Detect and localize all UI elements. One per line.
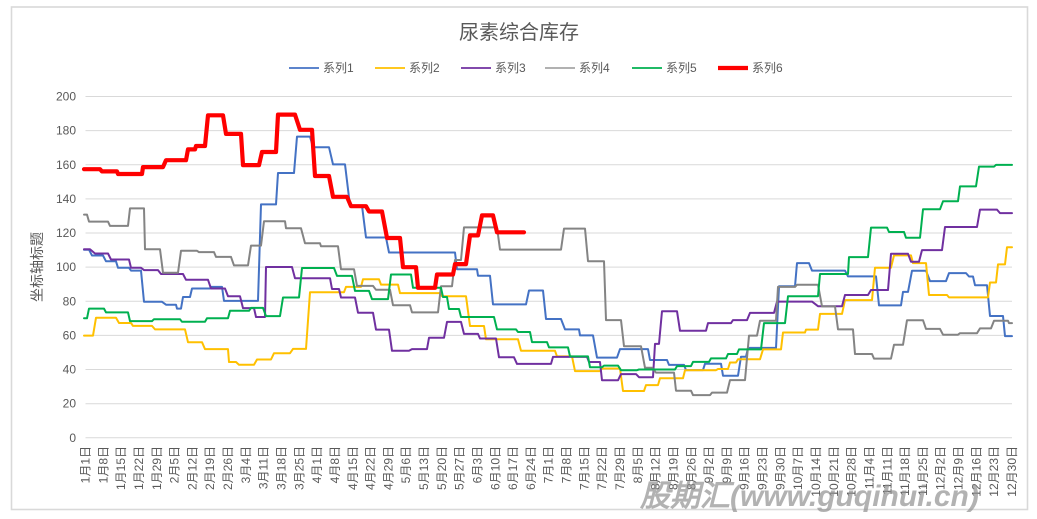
svg-text:5月20日: 5月20日: [435, 446, 449, 490]
svg-text:3月18日: 3月18日: [275, 446, 289, 490]
svg-text:10月21日: 10月21日: [827, 446, 841, 497]
svg-text:2月12日: 2月12日: [185, 446, 199, 490]
svg-text:100: 100: [56, 260, 76, 274]
svg-text:2月19日: 2月19日: [203, 446, 217, 490]
svg-text:11月18日: 11月18日: [898, 446, 912, 496]
svg-text:股期汇(www.guqihui.cn): 股期汇(www.guqihui.cn): [639, 480, 979, 513]
svg-text:5月27日: 5月27日: [453, 446, 467, 490]
svg-text:160: 160: [56, 158, 76, 172]
svg-text:系列5: 系列5: [666, 61, 697, 75]
svg-text:9月16日: 9月16日: [738, 446, 752, 490]
svg-text:7月22日: 7月22日: [595, 446, 609, 490]
svg-text:180: 180: [56, 124, 76, 138]
svg-text:1月8日: 1月8日: [96, 446, 110, 483]
svg-text:1月22日: 1月22日: [132, 446, 146, 490]
svg-text:20: 20: [63, 397, 77, 411]
svg-text:4月29日: 4月29日: [381, 446, 395, 490]
svg-text:2月26日: 2月26日: [221, 446, 235, 490]
svg-text:尿素综合库存: 尿素综合库存: [459, 21, 579, 44]
svg-text:40: 40: [63, 363, 77, 377]
svg-text:6月24日: 6月24日: [524, 446, 538, 490]
svg-text:8月5日: 8月5日: [631, 446, 645, 483]
svg-text:8月26日: 8月26日: [684, 446, 698, 490]
svg-text:10月28日: 10月28日: [845, 446, 859, 497]
svg-text:200: 200: [56, 90, 76, 104]
svg-text:系列6: 系列6: [752, 61, 783, 75]
svg-text:5月6日: 5月6日: [399, 446, 413, 483]
svg-text:3月11日: 3月11日: [257, 446, 271, 489]
svg-text:1月29日: 1月29日: [150, 446, 164, 490]
svg-text:4月22日: 4月22日: [364, 446, 378, 490]
svg-text:9月9日: 9月9日: [720, 446, 734, 483]
svg-text:7月1日: 7月1日: [542, 446, 556, 483]
svg-text:1月1日: 1月1日: [79, 446, 93, 483]
svg-text:10月14日: 10月14日: [809, 446, 823, 497]
svg-text:60: 60: [63, 328, 77, 342]
svg-text:11月25日: 11月25日: [916, 446, 930, 496]
svg-text:3月25日: 3月25日: [292, 446, 306, 490]
svg-text:系列1: 系列1: [323, 61, 354, 75]
svg-text:2月5日: 2月5日: [168, 446, 182, 483]
svg-text:4月15日: 4月15日: [346, 446, 360, 490]
svg-text:11月11日: 11月11日: [880, 446, 894, 495]
svg-text:12月23日: 12月23日: [987, 446, 1001, 497]
svg-text:12月16日: 12月16日: [969, 446, 983, 497]
svg-text:120: 120: [56, 226, 76, 240]
svg-text:4月8日: 4月8日: [328, 446, 342, 483]
svg-text:12月30日: 12月30日: [1005, 446, 1019, 497]
svg-text:7月15日: 7月15日: [577, 446, 591, 490]
svg-text:12月2日: 12月2日: [934, 446, 948, 490]
svg-text:7月8日: 7月8日: [560, 446, 574, 483]
svg-text:9月2日: 9月2日: [702, 446, 716, 483]
svg-text:6月10日: 6月10日: [488, 446, 502, 490]
svg-text:6月3日: 6月3日: [471, 446, 485, 483]
svg-text:系列4: 系列4: [579, 61, 610, 75]
svg-text:11月4日: 11月4日: [863, 446, 877, 489]
svg-text:9月23日: 9月23日: [756, 446, 770, 490]
svg-text:坐标轴标题: 坐标轴标题: [29, 232, 45, 302]
svg-text:5月13日: 5月13日: [417, 446, 431, 490]
svg-text:8月12日: 8月12日: [649, 446, 663, 490]
svg-text:9月30日: 9月30日: [773, 446, 787, 490]
svg-text:系列3: 系列3: [495, 61, 526, 75]
svg-text:80: 80: [63, 294, 77, 308]
svg-text:10月7日: 10月7日: [791, 446, 805, 490]
svg-text:140: 140: [56, 192, 76, 206]
svg-text:3月4日: 3月4日: [239, 446, 253, 483]
svg-text:4月1日: 4月1日: [310, 446, 324, 483]
svg-text:1月15日: 1月15日: [114, 446, 128, 490]
svg-text:6月17日: 6月17日: [506, 446, 520, 490]
svg-text:12月9日: 12月9日: [952, 446, 966, 490]
svg-text:系列2: 系列2: [409, 61, 440, 75]
svg-text:0: 0: [69, 431, 76, 445]
svg-text:8月19日: 8月19日: [667, 446, 681, 490]
svg-text:7月29日: 7月29日: [613, 446, 627, 490]
